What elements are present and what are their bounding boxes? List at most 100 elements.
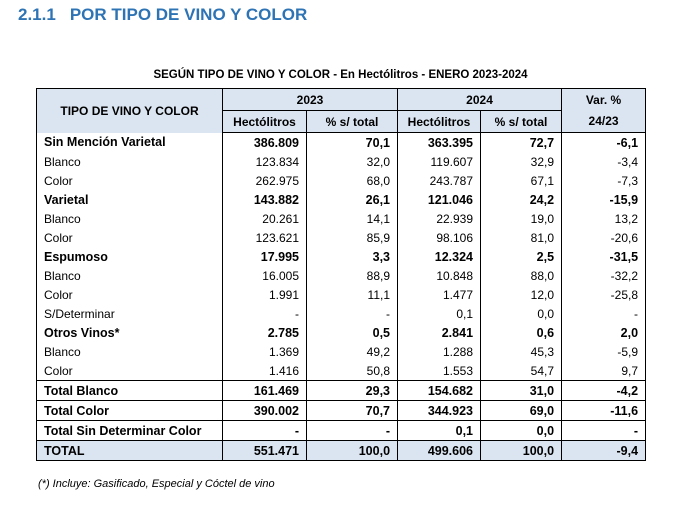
cell: 12,0 [480,285,563,304]
cell: 68,0 [305,171,399,190]
cell: 2.785 [222,323,307,342]
cell: 1.991 [222,285,307,304]
cell: - [305,420,399,441]
row: TOTAL 551.471 100,0 499.606 100,0 -9,4 [36,440,647,461]
cell: 0,1 [397,420,482,441]
header-cell: 2024 [397,88,563,111]
row: Otros Vinos* 2.785 0,5 2.841 0,6 2,0 [36,323,647,342]
section-heading: 2.1.1 POR TIPO DE VINO Y COLOR [18,5,307,25]
cell: - [561,420,647,441]
cell: 2,5 [480,247,563,266]
row: Total Blanco 161.469 29,3 154.682 31,0 -4,2 [36,380,647,401]
header-cell: % s/ total [305,110,399,133]
header-cell: % s/ total [480,110,563,133]
row-label: Blanco [36,342,223,361]
cell: 50,8 [305,361,399,381]
cell: 49,2 [305,342,399,361]
row-label: Color [36,285,223,304]
cell: 262.975 [222,171,307,190]
cell: 0,1 [397,304,482,323]
row-label: Total Color [36,400,223,421]
header-cell: 24/23 [561,110,647,133]
cell: 123.621 [222,228,307,247]
cell: -15,9 [561,190,647,209]
cell: 1.369 [222,342,307,361]
header-cell: Hectólitros [397,110,482,133]
row-label: Otros Vinos* [36,323,223,342]
cell: 344.923 [397,400,482,421]
cell: 16.005 [222,266,307,285]
cell: 14,1 [305,209,399,228]
cell: 88,0 [480,266,563,285]
row: Blanco 1.369 49,2 1.288 45,3 -5,9 [36,342,647,361]
header-row: Hectólitros % s/ total Hectólitros % s/ … [37,110,647,133]
row: Color 262.975 68,0 243.787 67,1 -7,3 [36,171,647,190]
cell: 10.848 [397,266,482,285]
cell: 243.787 [397,171,482,190]
row-label: Color [36,361,223,381]
cell: 32,9 [480,152,563,171]
cell: - [561,304,647,323]
cell: - [222,420,307,441]
cell: 85,9 [305,228,399,247]
cell: 13,2 [561,209,647,228]
cell: 1.477 [397,285,482,304]
cell: 67,1 [480,171,563,190]
cell: 1.288 [397,342,482,361]
row-label: Color [36,171,223,190]
cell: 98.106 [397,228,482,247]
cell: 161.469 [222,380,307,401]
cell: 69,0 [480,400,563,421]
cell: 29,3 [305,380,399,401]
cell: -31,5 [561,247,647,266]
row-label: Blanco [36,152,223,171]
cell: -9,4 [561,440,647,461]
row-label: Color [36,228,223,247]
row-label: Espumoso [36,247,223,266]
row-label: Sin Mención Varietal [36,132,223,152]
cell: -25,8 [561,285,647,304]
cell: 143.882 [222,190,307,209]
cell: 1.416 [222,361,307,381]
header-cell: Var. % [561,88,647,111]
cell: 20.261 [222,209,307,228]
data-table: TIPO DE VINO Y COLOR 2023 2024 Var. % He… [36,88,647,461]
header-cell: Hectólitros [222,110,307,133]
cell: 11,1 [305,285,399,304]
row: Espumoso 17.995 3,3 12.324 2,5 -31,5 [36,247,647,266]
cell: -20,6 [561,228,647,247]
cell: 12.324 [397,247,482,266]
cell: - [222,304,307,323]
cell: 0,6 [480,323,563,342]
cell: 363.395 [397,132,482,152]
cell: -7,3 [561,171,647,190]
table-title: SEGÚN TIPO DE VINO Y COLOR - En Hectólit… [153,69,528,81]
section-title: POR TIPO DE VINO Y COLOR [69,5,308,24]
cell: 72,7 [480,132,563,152]
row: Varietal 143.882 26,1 121.046 24,2 -15,9 [36,190,647,209]
header-cell: 2023 [221,88,399,111]
cell: 32,0 [305,152,399,171]
cell: -5,9 [561,342,647,361]
row-label: Varietal [36,190,223,209]
cell: 0,0 [480,420,563,441]
cell: 499.606 [397,440,482,461]
row: S/Determinar - -0,1 0,0- [36,304,647,323]
row-label: Total Blanco [36,380,223,401]
row-label: Blanco [36,266,223,285]
cell: 2.841 [397,323,482,342]
row: Total Sin Determinar Color - -0,1 0,0- [36,420,647,441]
cell: 390.002 [222,400,307,421]
cell: 100,0 [305,440,399,461]
section-number: 2.1.1 [18,5,56,24]
cell: 70,7 [305,400,399,421]
cell: 22.939 [397,209,482,228]
cell: 70,1 [305,132,399,152]
row-label: TOTAL [36,440,223,461]
row: Total Color 390.002 70,7 344.923 69,0 -11,6 [36,400,647,421]
cell: 121.046 [397,190,482,209]
cell: 551.471 [222,440,307,461]
row: Color 1.416 50,8 1.553 54,7 9,7 [36,361,647,381]
cell: -3,4 [561,152,647,171]
cell: -11,6 [561,400,647,421]
